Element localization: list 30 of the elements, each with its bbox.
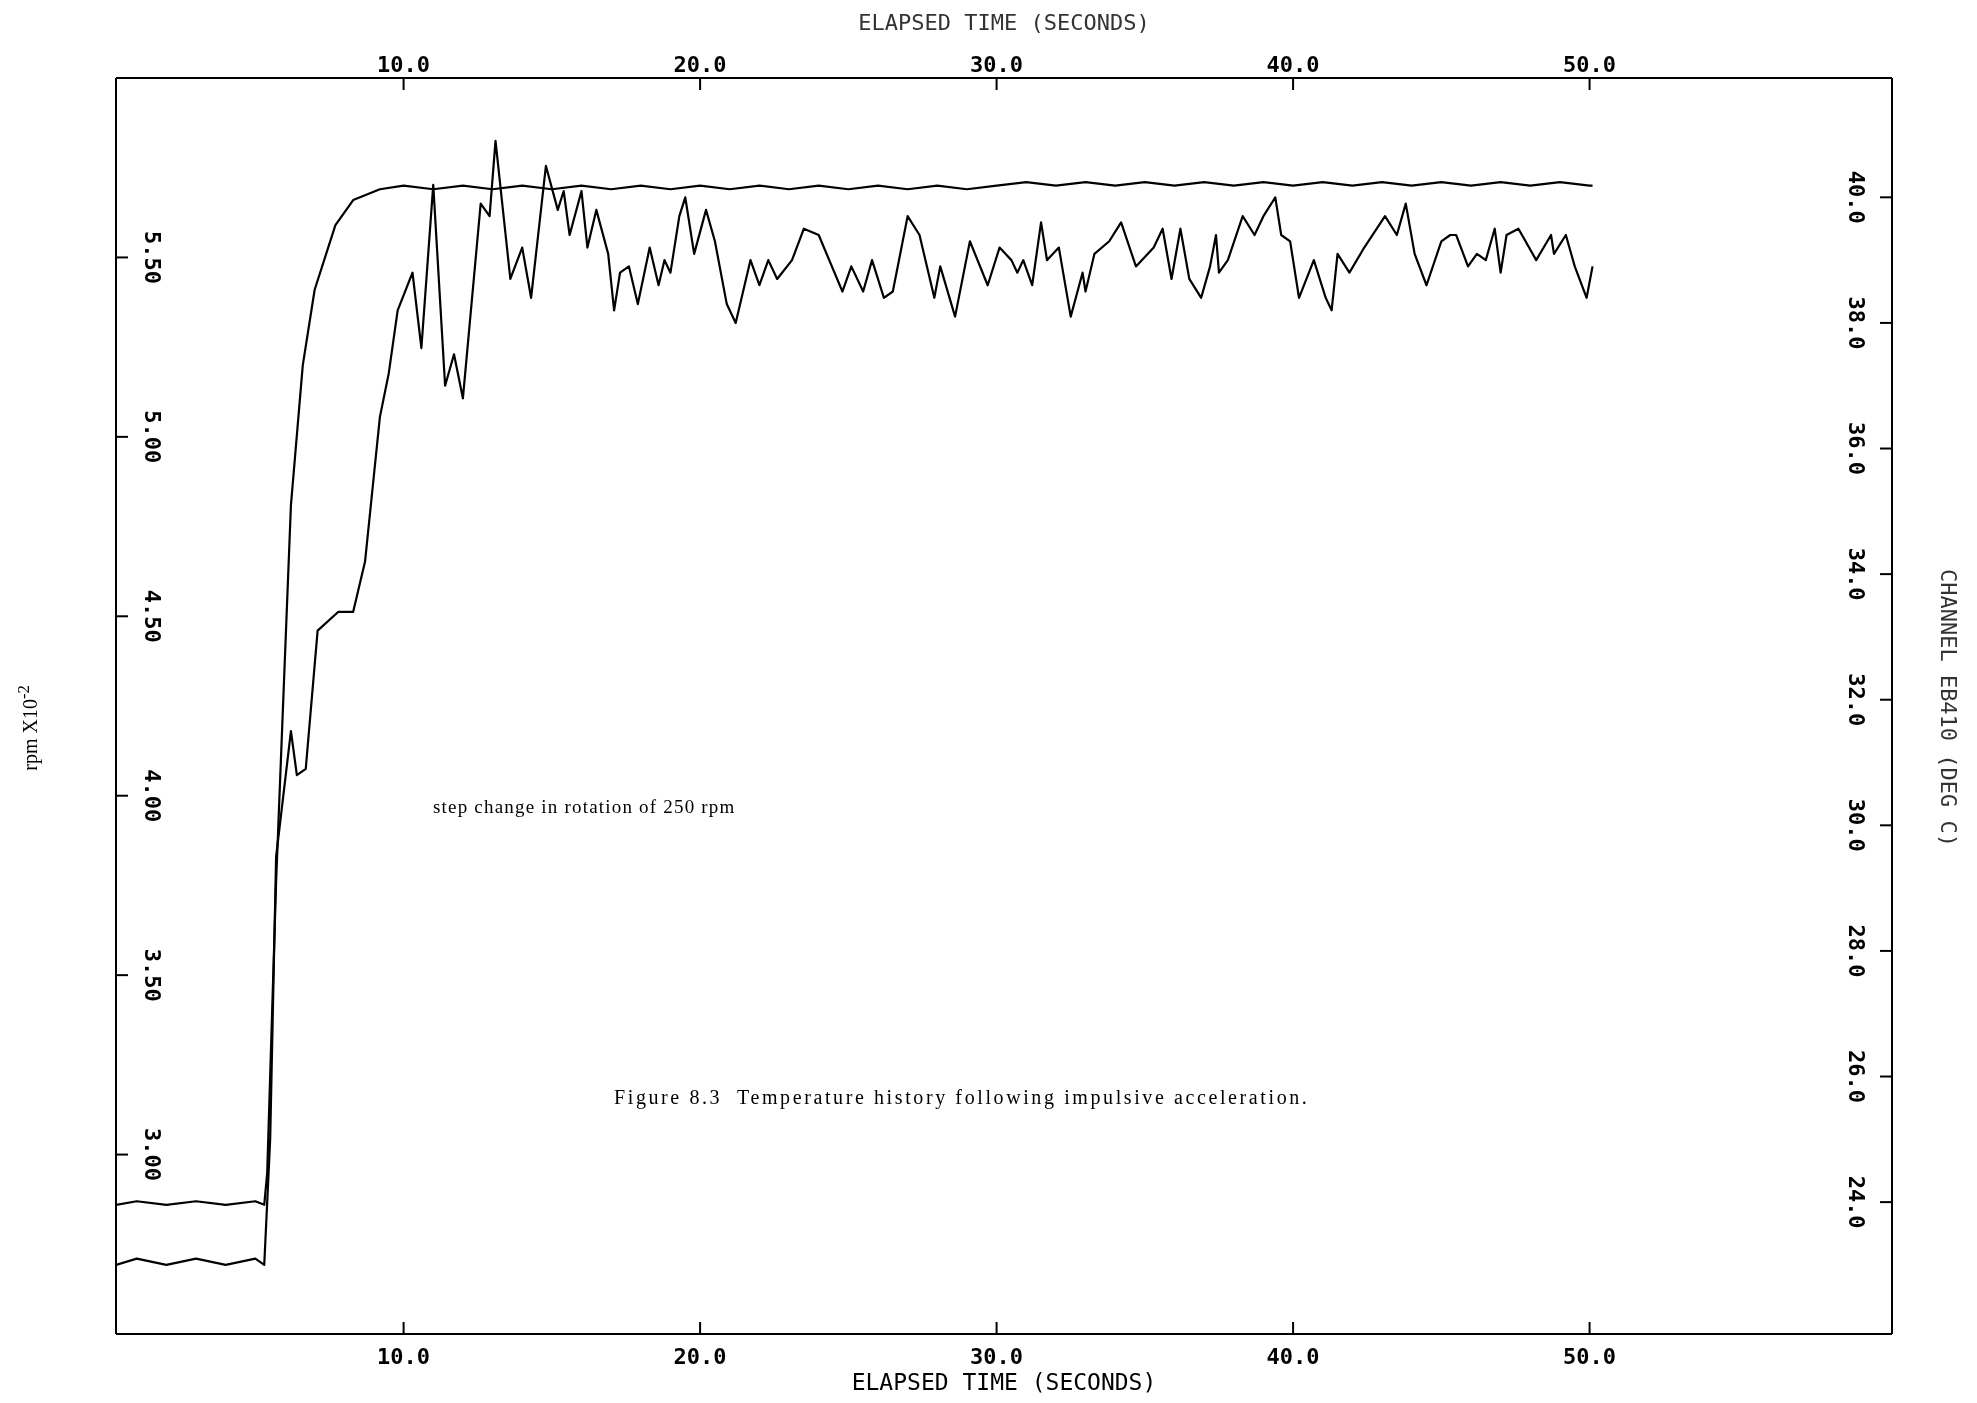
x-tick-label: 20.0 [673, 51, 727, 77]
y2-tick-label: 28.0 [1843, 924, 1869, 978]
y2-tick-label: 40.0 [1843, 170, 1869, 224]
x2-axis-title: ELAPSED TIME (SECONDS) [857, 10, 1151, 35]
x-tick-label: 30.0 [970, 51, 1024, 77]
y-tick-label: 5.00 [139, 410, 165, 464]
annotation: step change in rotation of 250 rpm [433, 796, 736, 818]
y2-tick-label: 36.0 [1843, 422, 1869, 476]
y-tick-label: 3.00 [139, 1128, 165, 1182]
y2-tick-label: 24.0 [1843, 1175, 1869, 1229]
y2-tick-label: 32.0 [1843, 673, 1869, 727]
y2-tick-label: 38.0 [1843, 296, 1869, 350]
y2-tick-label: 34.0 [1843, 547, 1869, 601]
x-tick-label: 50.0 [1563, 51, 1617, 77]
y-tick-label: 4.00 [139, 769, 165, 823]
y-tick-label: 4.50 [139, 589, 165, 643]
y-tick-label: 5.50 [139, 230, 165, 284]
x-tick-label: 40.0 [1266, 51, 1320, 77]
y-tick-label: 3.50 [139, 948, 165, 1002]
x2-tick-label: 10.0 [377, 1343, 431, 1369]
x2-tick-label: 20.0 [673, 1343, 727, 1369]
x-tick-label: 10.0 [377, 51, 431, 77]
annotation: Figure 8.3 Temperature history following impulsive acceleration. [614, 1086, 1310, 1109]
x2-tick-label: 50.0 [1563, 1343, 1617, 1369]
y2-tick-label: 30.0 [1843, 798, 1869, 852]
x2-tick-label: 30.0 [970, 1343, 1024, 1369]
x2-tick-label: 40.0 [1266, 1343, 1320, 1369]
x-axis-title: ELAPSED TIME (SECONDS) [850, 1369, 1158, 1395]
y2-axis-title: CHANNEL EB410 (DEG C) [1935, 568, 1961, 848]
y2-tick-label: 26.0 [1843, 1050, 1869, 1104]
